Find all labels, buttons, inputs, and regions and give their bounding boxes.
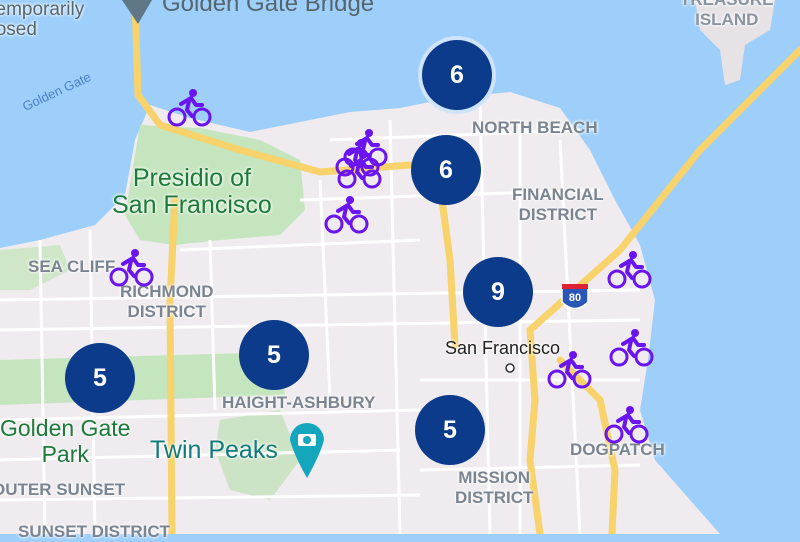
temporarily-closed-label: Temporarilyclosed <box>0 0 85 40</box>
sea-cliff-park <box>0 245 70 290</box>
cluster-marker[interactable]: 6 <box>422 40 492 110</box>
twin-peaks-label: Twin Peaks <box>150 436 278 464</box>
bike-marker-icon[interactable] <box>607 250 653 290</box>
treasure-island-label: TREASUREISLAND <box>680 0 774 29</box>
dogpatch-label: DOGPATCH <box>570 440 665 459</box>
financial-district-label: FINANCIAL DISTRICT <box>512 185 604 224</box>
sea-cliff-label: SEA CLIFF <box>28 257 116 276</box>
golden-gate-bridge-label: Golden Gate Bridge <box>162 0 375 17</box>
bike-marker-icon[interactable] <box>109 248 155 288</box>
cluster-marker[interactable]: 5 <box>239 320 309 390</box>
presidio-label: Presidio of San Francisco <box>112 164 272 219</box>
cluster-marker[interactable]: 5 <box>415 395 485 465</box>
treasure-island <box>695 0 775 85</box>
san-francisco-dot-icon <box>505 363 515 373</box>
bike-marker-icon[interactable] <box>324 195 370 235</box>
interstate-80-shield-icon: 80 <box>561 284 589 310</box>
outer-sunset-label: OUTER SUNSET <box>0 480 126 499</box>
bike-marker-icon[interactable] <box>604 405 650 445</box>
sunset-district-label: SUNSET DISTRICT <box>18 522 171 541</box>
golden-gate-bridge-pin-icon <box>122 0 152 24</box>
cluster-marker[interactable]: 6 <box>411 135 481 205</box>
san-francisco-label: San Francisco <box>445 338 561 358</box>
bike-marker-icon[interactable] <box>547 350 593 390</box>
cluster-marker[interactable]: 5 <box>65 343 135 413</box>
haight-ashbury-label: HAIGHT-ASHBURY <box>222 393 376 412</box>
interstate-label: 80 <box>569 292 581 304</box>
bike-marker-icon[interactable] <box>609 328 655 368</box>
bike-marker-icon[interactable] <box>337 150 383 190</box>
bike-marker-icon[interactable] <box>167 88 213 128</box>
twin-peaks-camera-icon <box>290 423 324 478</box>
cluster-marker[interactable]: 9 <box>463 257 533 327</box>
richmond-district-label: RICHMOND DISTRICT <box>120 282 214 321</box>
golden-gate-park-label: Golden Gate Park <box>0 415 131 467</box>
north-beach-label: NORTH BEACH <box>472 118 598 137</box>
mission-district-label: MISSION DISTRICT <box>455 468 534 507</box>
